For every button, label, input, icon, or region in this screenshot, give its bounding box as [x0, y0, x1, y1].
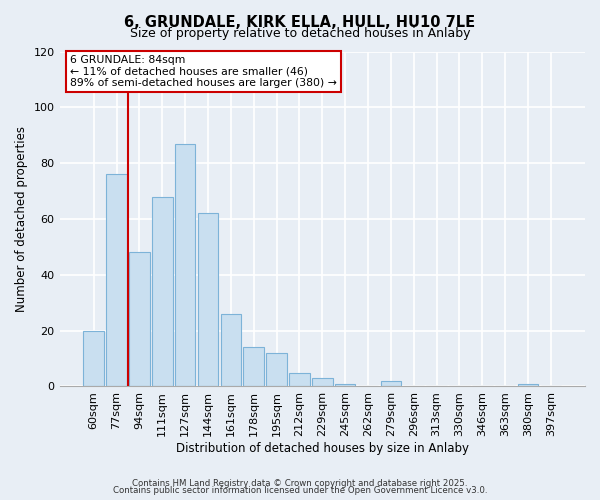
Text: Contains public sector information licensed under the Open Government Licence v3: Contains public sector information licen… [113, 486, 487, 495]
Text: 6, GRUNDALE, KIRK ELLA, HULL, HU10 7LE: 6, GRUNDALE, KIRK ELLA, HULL, HU10 7LE [124, 15, 476, 30]
Bar [312, 378, 332, 386]
Bar [106, 174, 127, 386]
Y-axis label: Number of detached properties: Number of detached properties [15, 126, 28, 312]
Text: Size of property relative to detached houses in Anlaby: Size of property relative to detached ho… [130, 28, 470, 40]
Bar [152, 196, 173, 386]
Text: Contains HM Land Registry data © Crown copyright and database right 2025.: Contains HM Land Registry data © Crown c… [132, 478, 468, 488]
Bar [380, 381, 401, 386]
Bar [83, 330, 104, 386]
Bar [518, 384, 538, 386]
Bar [244, 348, 264, 387]
X-axis label: Distribution of detached houses by size in Anlaby: Distribution of detached houses by size … [176, 442, 469, 455]
Bar [175, 144, 196, 386]
Bar [289, 372, 310, 386]
Bar [129, 252, 150, 386]
Bar [335, 384, 355, 386]
Bar [198, 214, 218, 386]
Bar [221, 314, 241, 386]
Text: 6 GRUNDALE: 84sqm
← 11% of detached houses are smaller (46)
89% of semi-detached: 6 GRUNDALE: 84sqm ← 11% of detached hous… [70, 55, 337, 88]
Bar [266, 353, 287, 386]
